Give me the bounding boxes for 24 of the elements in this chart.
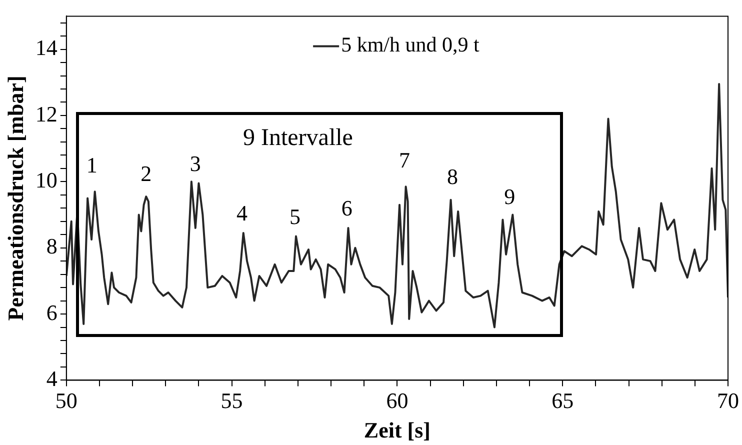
- x-tick-label: 55: [220, 388, 243, 414]
- x-axis-title: Zeit [s]: [364, 417, 430, 442]
- annotation: 9 Intervalle: [242, 124, 353, 151]
- annotation: 4: [236, 200, 248, 226]
- y-tick-label: 8: [46, 234, 58, 259]
- y-tick-label: 4: [46, 366, 58, 391]
- y-tick-label: 6: [46, 300, 58, 325]
- y-axis-title: Permeationsdruck [mbar]: [2, 76, 28, 321]
- annotation: 5: [289, 204, 300, 229]
- annotation: 8: [446, 164, 458, 190]
- x-tick-label: 65: [552, 388, 574, 414]
- y-tick-label: 12: [35, 101, 58, 126]
- annotation: 3: [190, 150, 201, 176]
- annotation: 1: [86, 152, 98, 178]
- x-tick-label: 50: [55, 388, 78, 414]
- annotation: 2: [140, 160, 152, 186]
- legend-label: 5 km/h und 0,9 t: [341, 32, 480, 57]
- annotation: 6: [341, 196, 352, 221]
- annotation: 7: [398, 148, 410, 173]
- x-tick-label: 60: [386, 388, 408, 414]
- annotation: 9: [504, 184, 516, 209]
- y-tick-label: 10: [35, 167, 58, 192]
- y-tick-label: 14: [35, 35, 58, 60]
- x-tick-label: 70: [717, 388, 739, 414]
